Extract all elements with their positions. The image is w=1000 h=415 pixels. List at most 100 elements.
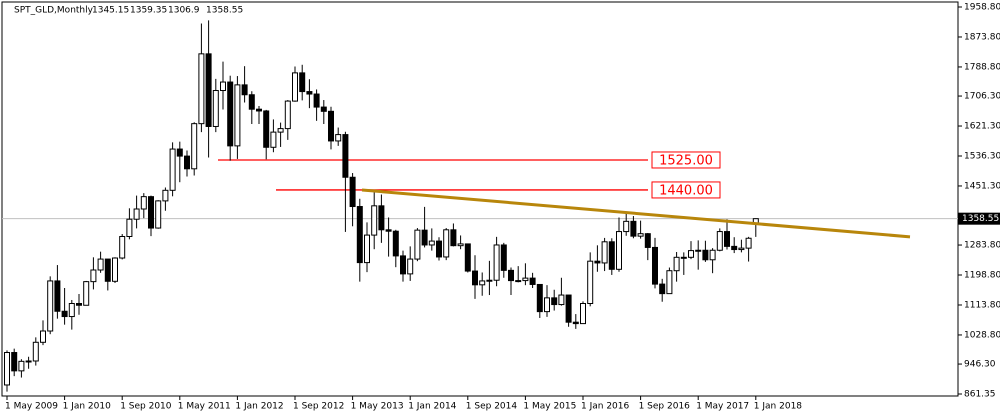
trendline	[361, 188, 911, 239]
x-tick-label: 1 Sep 2010	[120, 402, 172, 412]
candle-body	[630, 220, 637, 237]
candle-body	[248, 94, 255, 110]
x-tick-label: 1 Jan 2016	[581, 402, 629, 412]
hline-label: 1525.00	[659, 153, 713, 168]
hline-label: 1440.00	[659, 183, 713, 198]
candle-body	[335, 134, 342, 142]
x-tick-label: 1 Sep 2016	[639, 402, 691, 412]
candle-body	[342, 134, 349, 178]
candle-body	[493, 244, 500, 281]
price-label-box	[958, 212, 1000, 225]
candle-body	[328, 110, 334, 142]
candle-body	[644, 233, 651, 248]
candle-body	[104, 258, 111, 282]
candle-body	[472, 270, 478, 286]
candle-body	[176, 148, 183, 157]
candle-body	[371, 205, 378, 236]
candle-body	[263, 110, 270, 148]
y-tick-label: 1028.80	[964, 330, 1000, 340]
candle-body	[61, 310, 68, 318]
candle-body	[421, 229, 428, 246]
candle-body	[299, 72, 306, 93]
candle-body	[47, 280, 54, 332]
candle-body	[508, 269, 514, 282]
x-tick-label: 1 May 2013	[351, 402, 404, 412]
y-tick-label: 1873.80	[964, 32, 1000, 42]
x-tick-label: 1 May 2009	[5, 402, 58, 412]
y-tick-label: 1198.80	[964, 271, 1000, 281]
x-tick-label: 1 Jan 2018	[754, 402, 802, 412]
candle-body	[500, 244, 507, 271]
y-tick-label: 1788.80	[964, 62, 1000, 72]
x-tick-label: 1 Jan 2014	[408, 402, 456, 412]
y-tick-label: 946.30	[964, 360, 996, 370]
candle-body	[587, 260, 594, 305]
candle-body	[126, 218, 133, 238]
candle-body	[162, 189, 169, 202]
candle-body	[155, 200, 162, 229]
candle-body	[227, 81, 234, 147]
candle-body	[313, 93, 320, 108]
candle-body	[436, 240, 442, 258]
candle-body	[558, 294, 565, 306]
candle-body	[464, 243, 471, 272]
candle-body	[277, 128, 284, 133]
candle-body	[40, 330, 46, 343]
candle-body	[11, 352, 18, 372]
candle-body	[738, 247, 745, 251]
y-tick-label: 1113.80	[964, 300, 1000, 310]
candle-body	[565, 294, 572, 323]
candle-body	[400, 255, 406, 275]
candle-body	[443, 229, 450, 258]
candle-body	[544, 297, 550, 313]
candle-body	[551, 297, 558, 306]
candle-body	[119, 236, 126, 259]
candle-body	[292, 72, 298, 102]
x-tick-label: 1 May 2015	[523, 402, 576, 412]
header-low: 1306.9	[168, 6, 200, 16]
candle-body	[688, 250, 694, 258]
price-label: 1358.55	[962, 214, 999, 224]
candle-body	[284, 100, 291, 130]
candle-body	[68, 303, 75, 318]
candle-body	[90, 269, 97, 283]
candle-body	[234, 84, 241, 147]
candle-body	[184, 155, 190, 170]
candle-body	[709, 249, 716, 261]
y-tick-label: 861.35	[964, 390, 996, 400]
candle-body	[54, 280, 61, 312]
chart-title: SPT_GLD,Monthly	[14, 6, 94, 16]
candle-body	[479, 280, 486, 286]
candle-body	[4, 352, 10, 386]
candle-body	[702, 249, 709, 261]
x-tick-label: 1 Jan 2010	[63, 402, 111, 412]
candle-body	[18, 360, 25, 372]
candle-body	[356, 206, 363, 264]
candle-body	[659, 283, 666, 295]
candle-body	[205, 53, 212, 127]
x-tick-label: 1 Sep 2012	[293, 402, 344, 412]
candle-body	[536, 283, 543, 313]
y-tick-label: 1536.30	[964, 151, 1000, 161]
candle-body	[25, 360, 32, 363]
candle-body	[601, 241, 608, 264]
candle-body	[191, 123, 198, 170]
x-tick-label: 1 May 2011	[178, 402, 231, 412]
candle-body	[198, 53, 205, 125]
candle-body	[716, 231, 723, 251]
y-tick-label: 1958.80	[964, 3, 1000, 13]
candle-body	[407, 258, 414, 275]
candle-body	[112, 257, 118, 282]
x-tick-label: 1 Sep 2014	[466, 402, 518, 412]
y-tick-label: 1621.30	[964, 122, 1000, 132]
candle-body	[241, 84, 248, 96]
candle-body	[364, 234, 370, 264]
candle-body	[140, 196, 147, 210]
candle-body	[414, 229, 421, 260]
header-high: 1359.35	[130, 6, 167, 16]
candle-body	[256, 108, 262, 112]
candle-body	[637, 233, 644, 237]
candle-body	[392, 230, 399, 257]
y-tick-label: 1283.80	[964, 241, 1000, 251]
candle-body	[529, 277, 536, 285]
